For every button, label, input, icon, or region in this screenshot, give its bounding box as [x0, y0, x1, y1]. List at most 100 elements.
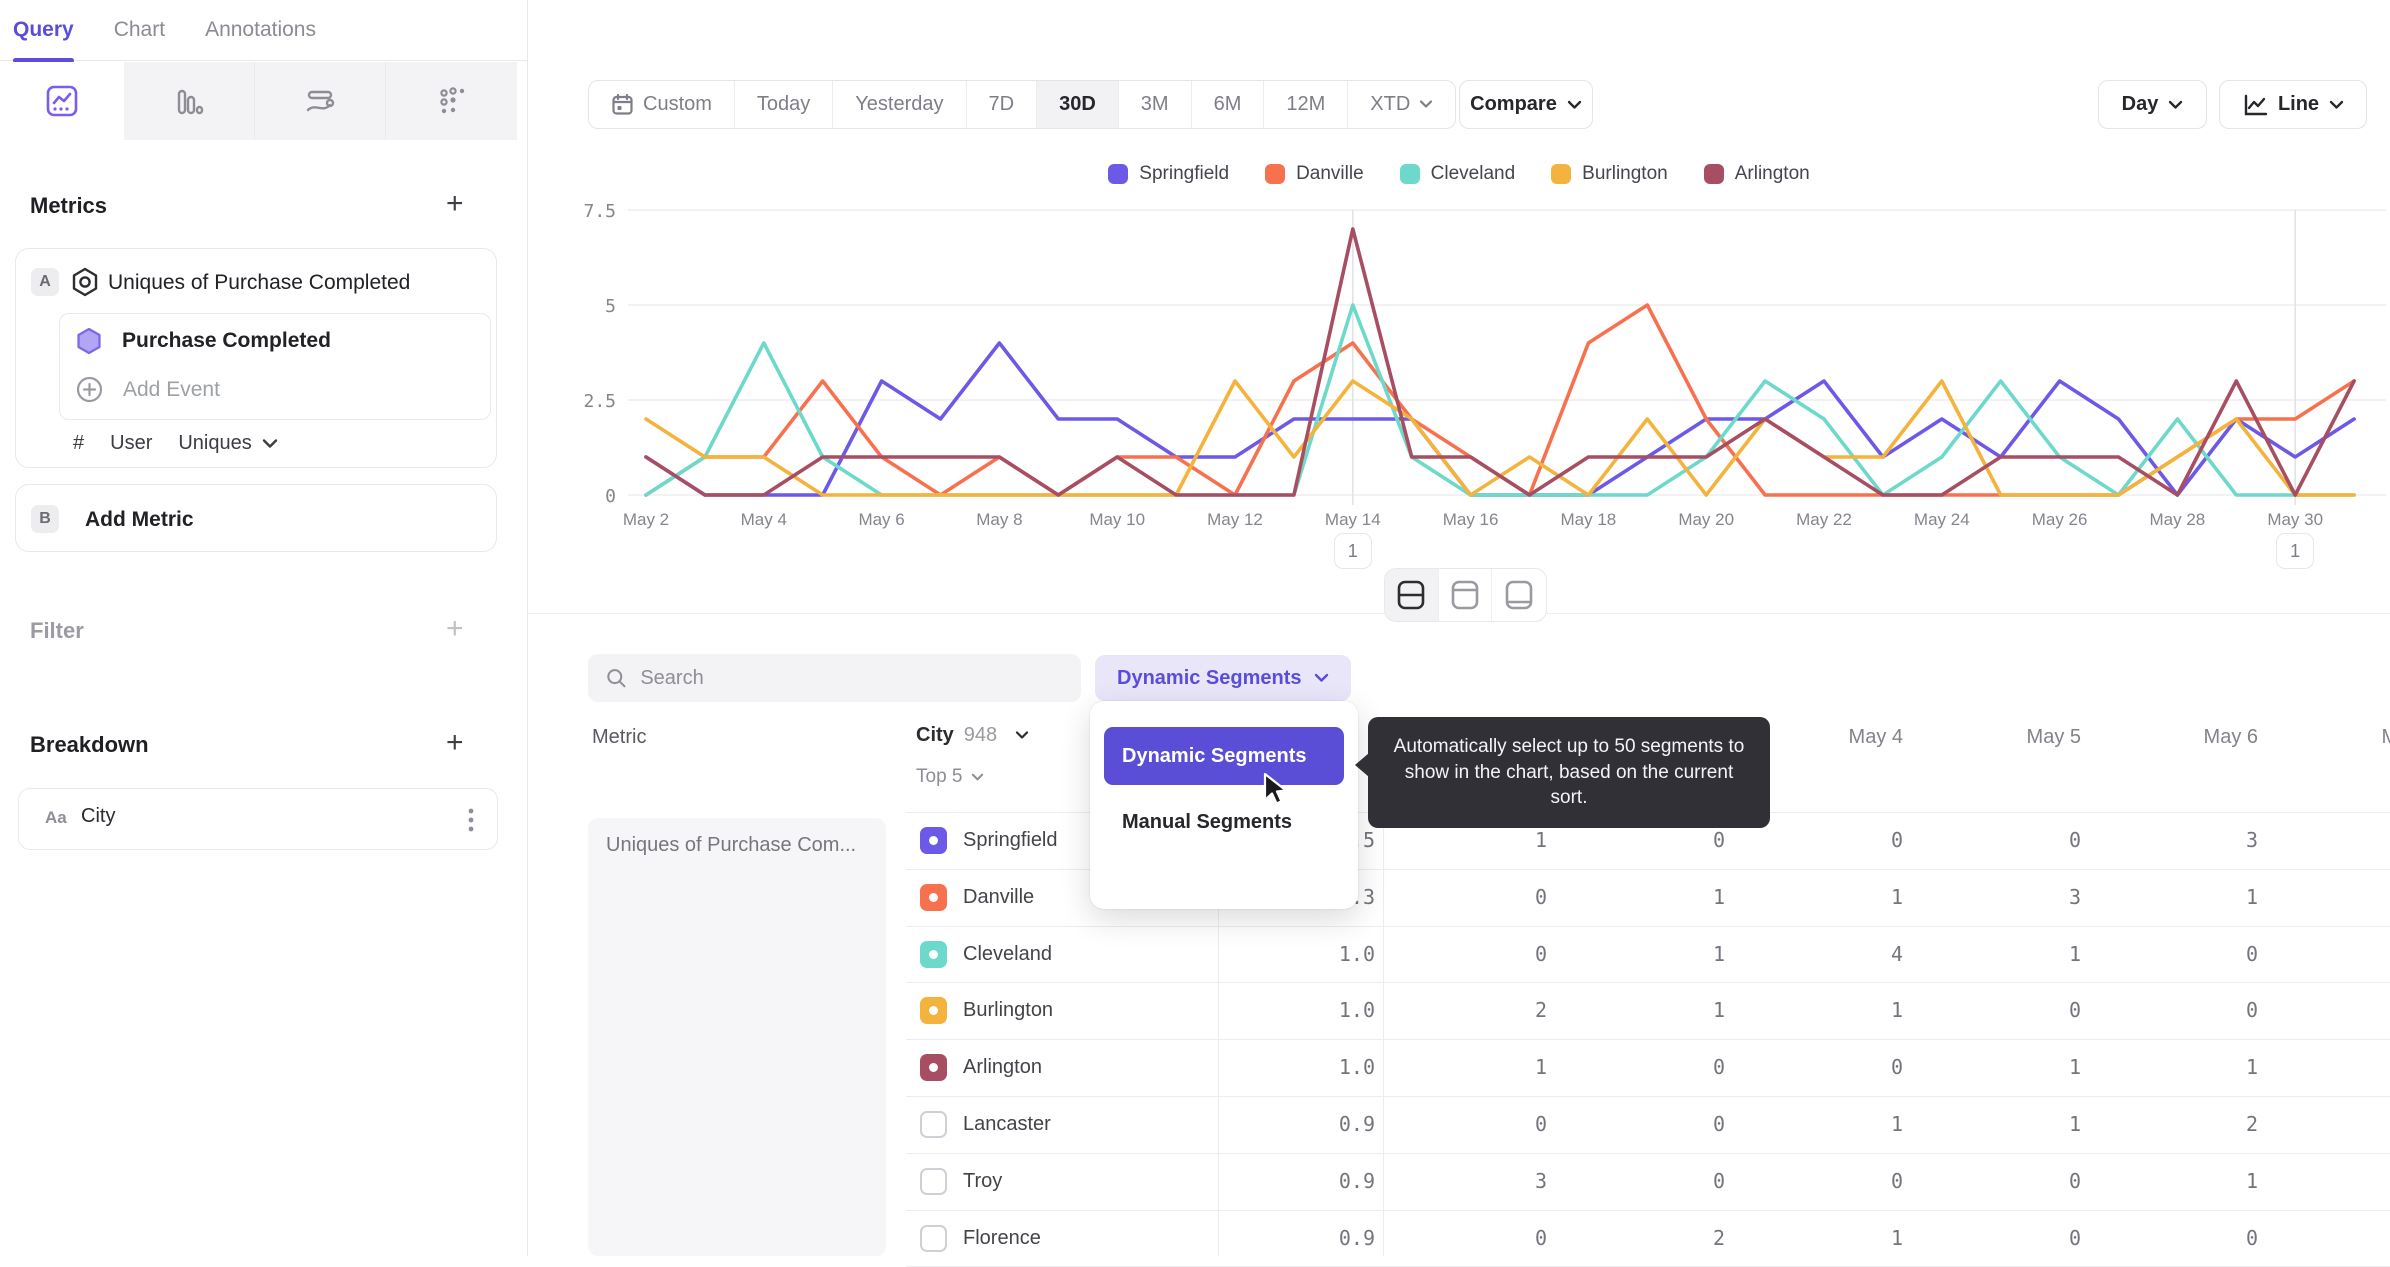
chart-style-dropdown[interactable]: Line — [2219, 80, 2367, 129]
metric-b-badge: B — [31, 505, 59, 533]
day-value: 1 — [1712, 998, 1725, 1023]
chart-type-bar-tab[interactable] — [124, 62, 255, 140]
annotation-badge-may-30[interactable]: 1 — [2276, 533, 2315, 569]
chevron-down-icon — [972, 773, 984, 780]
add-metric-plus-button[interactable]: + — [446, 187, 464, 220]
range-7d-button[interactable]: 7D — [967, 81, 1038, 128]
metric-a-title[interactable]: Uniques of Purchase Completed — [108, 271, 411, 294]
group-column-header[interactable]: City 948 — [916, 724, 1029, 747]
segment-checkbox[interactable] — [920, 1111, 947, 1138]
add-filter-plus-button[interactable]: + — [446, 612, 464, 645]
chart-type-scatter-tab[interactable] — [386, 62, 517, 140]
segment-row-lancaster[interactable]: Lancaster — [906, 1096, 1218, 1153]
top-n-selector[interactable]: Top 5 — [916, 766, 984, 788]
line-chart[interactable]: 7.5 5 2.5 0 May 2 May 4 May 6 May 8 May 10 May 12… — [528, 200, 2390, 540]
segment-row-cleveland[interactable]: Cleveland — [906, 926, 1218, 983]
range-today-button[interactable]: Today — [735, 81, 834, 128]
segments-mode-dropdown[interactable]: Dynamic Segments — [1095, 655, 1351, 701]
flow-icon — [306, 90, 335, 112]
layout-bottom-panel-button[interactable] — [1492, 569, 1546, 621]
menu-item-dynamic-segments[interactable]: Dynamic Segments — [1104, 727, 1344, 785]
menu-item-manual-segments[interactable]: Manual Segments — [1122, 810, 1293, 833]
segment-checkbox[interactable] — [920, 1224, 947, 1252]
segment-row-arlington[interactable]: Arlington — [906, 1039, 1218, 1096]
svg-text:May 12: May 12 — [1207, 510, 1263, 529]
layout-split-horizontal-button[interactable] — [1385, 569, 1439, 621]
day-value: 1 — [1712, 941, 1725, 966]
search-input[interactable] — [640, 666, 1063, 690]
segment-checkbox[interactable] — [920, 883, 947, 911]
tab-label: Query — [13, 18, 74, 41]
segment-name: Arlington — [963, 1056, 1042, 1079]
segment-checkbox[interactable] — [920, 997, 947, 1025]
segment-row-troy[interactable]: Troy — [906, 1153, 1218, 1210]
range-label: 12M — [1286, 93, 1326, 115]
segment-row-florence[interactable]: Florence — [906, 1210, 1218, 1267]
segment-checkbox[interactable] — [920, 827, 947, 854]
legend-item-danville[interactable]: Danville — [1265, 163, 1364, 185]
metric-b-card[interactable]: B Add Metric — [15, 484, 497, 552]
tab-query[interactable]: Query — [13, 0, 74, 63]
range-label: XTD — [1370, 93, 1411, 115]
chart-type-flow-tab[interactable] — [255, 62, 386, 140]
day-value: 1 — [2245, 1055, 2258, 1080]
metric-column-header: Metric — [592, 726, 647, 748]
checkbox-dot — [929, 1006, 938, 1016]
range-yesterday-button[interactable]: Yesterday — [833, 81, 967, 128]
tab-annotations[interactable]: Annotations — [205, 0, 316, 61]
svg-text:7.5: 7.5 — [583, 201, 616, 222]
segment-name: Danville — [963, 885, 1035, 908]
layout-top-panel-button[interactable] — [1439, 569, 1493, 621]
mouse-cursor — [1263, 772, 1288, 805]
segments-mode-menu: Dynamic Segments Manual Segments — [1090, 701, 1358, 909]
range-3m-button[interactable]: 3M — [1119, 81, 1192, 128]
day-value: 1 — [2068, 941, 2081, 966]
chevron-down-icon — [1420, 100, 1433, 108]
calendar-icon — [612, 93, 633, 115]
legend-swatch — [1703, 164, 1724, 184]
day-header-may-5: May 5 — [2026, 726, 2081, 748]
legend-label: Arlington — [1734, 163, 1810, 184]
chart-type-line-tab[interactable] — [0, 62, 124, 140]
svg-text:May 18: May 18 — [1561, 510, 1617, 529]
compare-button[interactable]: Compare — [1459, 80, 1593, 129]
day-value: 0 — [2068, 998, 2081, 1023]
range-custom-button[interactable]: Custom — [589, 81, 735, 128]
segment-row-springfield[interactable]: Springfield — [906, 812, 1218, 869]
segment-row-burlington[interactable]: Burlington — [906, 982, 1218, 1039]
interval-dropdown[interactable]: Day — [2098, 80, 2207, 129]
range-label: 7D — [988, 93, 1015, 115]
svg-text:0: 0 — [605, 486, 616, 507]
range-30d-button[interactable]: 30D — [1037, 81, 1119, 128]
scatter-icon — [439, 87, 464, 114]
range-xtd-button[interactable]: XTD — [1348, 81, 1455, 128]
day-value: 1 — [1890, 998, 1903, 1023]
breakdown-property-name: City — [81, 805, 116, 827]
segment-checkbox[interactable] — [920, 1054, 947, 1082]
add-breakdown-plus-button[interactable]: + — [446, 726, 464, 759]
measure-row[interactable]: # User Uniques — [73, 432, 278, 455]
add-event-row[interactable]: Add Event — [76, 376, 220, 403]
range-6m-button[interactable]: 6M — [1192, 81, 1265, 128]
tab-label: Chart — [113, 18, 166, 41]
day-value: 1 — [1890, 1112, 1903, 1136]
active-tab-underline — [13, 57, 74, 63]
breakdown-property-card[interactable]: Aa City — [18, 788, 498, 850]
event-row[interactable]: Purchase Completed — [76, 327, 331, 355]
segment-checkbox[interactable] — [920, 1167, 947, 1195]
day-value: 2 — [2245, 1112, 2258, 1136]
event-name: Purchase Completed — [122, 329, 331, 352]
kebab-menu-icon[interactable] — [467, 806, 475, 834]
legend-item-arlington[interactable]: Arlington — [1703, 163, 1810, 185]
segment-checkbox[interactable] — [920, 940, 947, 968]
chevron-down-icon — [2329, 100, 2344, 109]
segment-row-danville[interactable]: Danville — [906, 869, 1218, 926]
segment-search-box[interactable] — [588, 654, 1081, 702]
legend-item-springfield[interactable]: Springfield — [1108, 163, 1229, 185]
legend-item-cleveland[interactable]: Cleveland — [1399, 163, 1515, 185]
annotation-badge-may-14[interactable]: 1 — [1333, 533, 1372, 569]
legend-item-burlington[interactable]: Burlington — [1551, 163, 1668, 185]
tab-chart[interactable]: Chart — [114, 0, 165, 61]
range-12m-button[interactable]: 12M — [1264, 81, 1349, 128]
tooltip-text: Automatically select up to 50 segments t… — [1393, 736, 1745, 809]
